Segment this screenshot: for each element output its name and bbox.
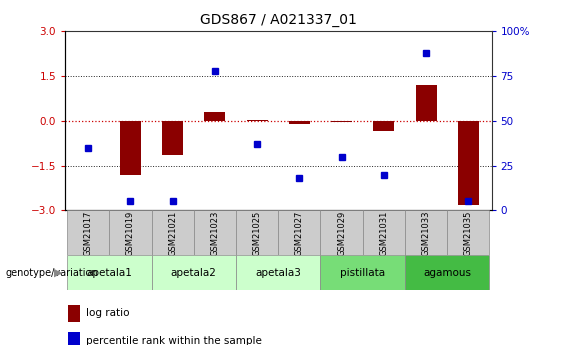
Text: agamous: agamous	[423, 268, 471, 277]
FancyBboxPatch shape	[405, 255, 489, 290]
Text: GSM21035: GSM21035	[464, 210, 473, 256]
FancyBboxPatch shape	[67, 255, 151, 290]
FancyBboxPatch shape	[109, 210, 151, 255]
FancyBboxPatch shape	[194, 210, 236, 255]
FancyBboxPatch shape	[67, 210, 109, 255]
FancyBboxPatch shape	[405, 210, 447, 255]
Text: apetala2: apetala2	[171, 268, 217, 277]
Bar	[205, 112, 225, 121]
Text: GSM21023: GSM21023	[210, 210, 219, 256]
Text: ▶: ▶	[54, 268, 62, 277]
Text: apetala3: apetala3	[255, 268, 301, 277]
FancyBboxPatch shape	[151, 210, 194, 255]
Bar	[68, 332, 80, 345]
Text: GSM21027: GSM21027	[295, 210, 304, 256]
Bar	[458, 121, 479, 205]
FancyBboxPatch shape	[447, 210, 489, 255]
Bar	[120, 121, 141, 175]
Bar	[331, 121, 352, 122]
FancyBboxPatch shape	[236, 210, 278, 255]
Text: GSM21033: GSM21033	[421, 210, 431, 256]
Bar	[415, 85, 437, 121]
Title: GDS867 / A021337_01: GDS867 / A021337_01	[200, 13, 357, 27]
Text: genotype/variation: genotype/variation	[6, 268, 98, 277]
FancyBboxPatch shape	[151, 255, 236, 290]
FancyBboxPatch shape	[278, 210, 320, 255]
Text: GSM21017: GSM21017	[84, 210, 93, 256]
Text: log ratio: log ratio	[86, 308, 129, 318]
Text: GSM21029: GSM21029	[337, 210, 346, 256]
FancyBboxPatch shape	[236, 255, 320, 290]
Text: GSM21031: GSM21031	[379, 210, 388, 256]
Text: pistillata: pistillata	[340, 268, 385, 277]
FancyBboxPatch shape	[363, 210, 405, 255]
Bar	[246, 120, 268, 121]
Bar	[289, 121, 310, 124]
Bar	[162, 121, 183, 155]
Text: apetala1: apetala1	[86, 268, 132, 277]
Text: percentile rank within the sample: percentile rank within the sample	[86, 336, 262, 345]
FancyBboxPatch shape	[320, 255, 405, 290]
FancyBboxPatch shape	[320, 210, 363, 255]
Text: GSM21021: GSM21021	[168, 210, 177, 256]
Text: GSM21025: GSM21025	[253, 210, 262, 256]
Bar	[68, 305, 80, 322]
Bar	[373, 121, 394, 131]
Text: GSM21019: GSM21019	[126, 210, 135, 256]
